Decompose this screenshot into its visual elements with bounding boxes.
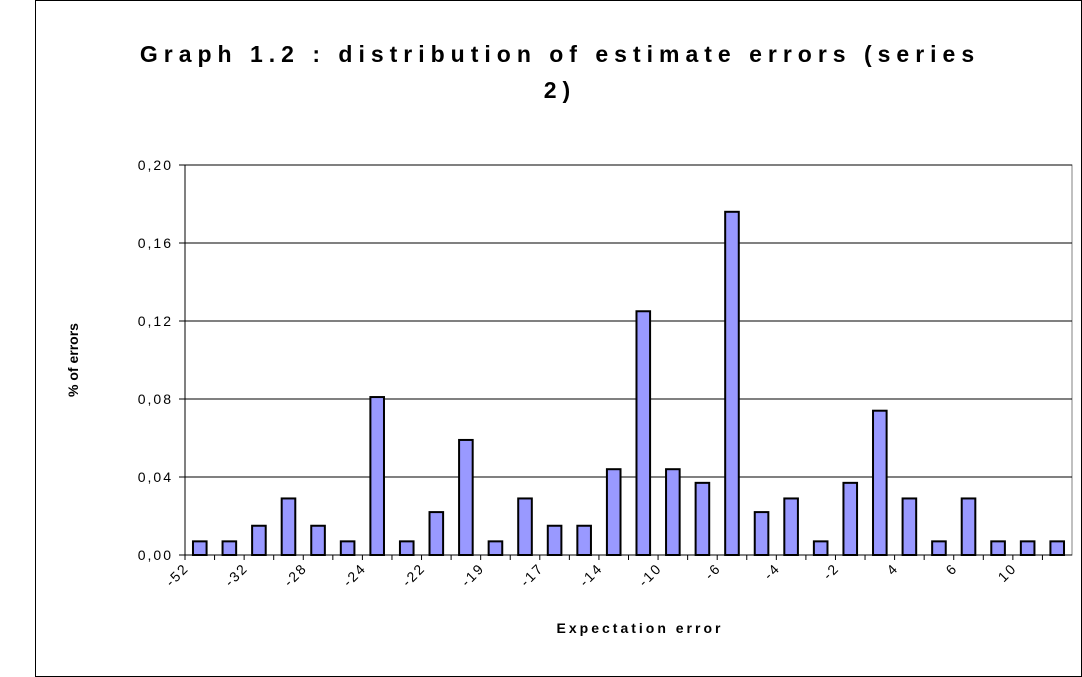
bar [990, 540, 1006, 556]
x-tick-label: -32 [221, 560, 251, 590]
x-tick-label: -10 [635, 560, 665, 590]
bar [694, 481, 711, 557]
x-axis-label: Expectation error [557, 620, 724, 636]
x-tick-label: 4 [883, 560, 901, 578]
bar [251, 524, 267, 556]
bar [665, 468, 681, 557]
bar [724, 210, 740, 557]
bar [221, 540, 238, 556]
x-tick-label: 6 [942, 560, 960, 578]
x-tick-label: 10 [995, 560, 1020, 585]
bar [339, 540, 356, 556]
y-tick-label: 0,12 [138, 313, 173, 329]
x-tick-label: -24 [339, 560, 369, 590]
x-tick-label: -4 [760, 560, 783, 583]
bar [605, 468, 622, 557]
bar [369, 396, 385, 556]
y-tick-label: 0,04 [138, 469, 173, 485]
x-tick-label: -17 [517, 560, 547, 590]
bar [458, 438, 474, 557]
plot-area [184, 164, 1073, 556]
bar [1049, 540, 1066, 556]
x-tick-label: -2 [819, 560, 842, 583]
bar [960, 497, 977, 557]
y-tick-label: 0,16 [138, 235, 173, 251]
bar [428, 511, 445, 556]
bar [191, 540, 208, 556]
bar [576, 524, 592, 556]
bar [487, 540, 504, 556]
bar [931, 540, 947, 556]
bar [901, 497, 918, 557]
bar [1019, 540, 1036, 556]
x-tick-label: -52 [162, 560, 192, 590]
bar [872, 409, 888, 557]
chart-title: Graph 1.2 : distribution of estimate err… [139, 41, 981, 103]
y-axis-label: % of errors [65, 323, 81, 397]
bar [546, 524, 563, 556]
x-tick-label: -28 [280, 560, 310, 590]
bar [398, 540, 415, 556]
x-tick-label: -6 [701, 560, 724, 583]
y-tick-label: 0,00 [138, 547, 173, 563]
y-tick-label: 0,20 [138, 157, 173, 173]
bar [783, 497, 799, 557]
bar [812, 540, 829, 556]
x-tick-label: -14 [576, 560, 606, 590]
y-tick-label: 0,08 [138, 391, 173, 407]
x-tick-label: -19 [458, 560, 488, 590]
x-tick-label: -22 [399, 560, 429, 590]
bar [753, 511, 770, 556]
bar [280, 497, 297, 557]
bar [842, 481, 859, 557]
bar [517, 497, 533, 557]
bar [635, 310, 652, 556]
bar [310, 524, 326, 556]
